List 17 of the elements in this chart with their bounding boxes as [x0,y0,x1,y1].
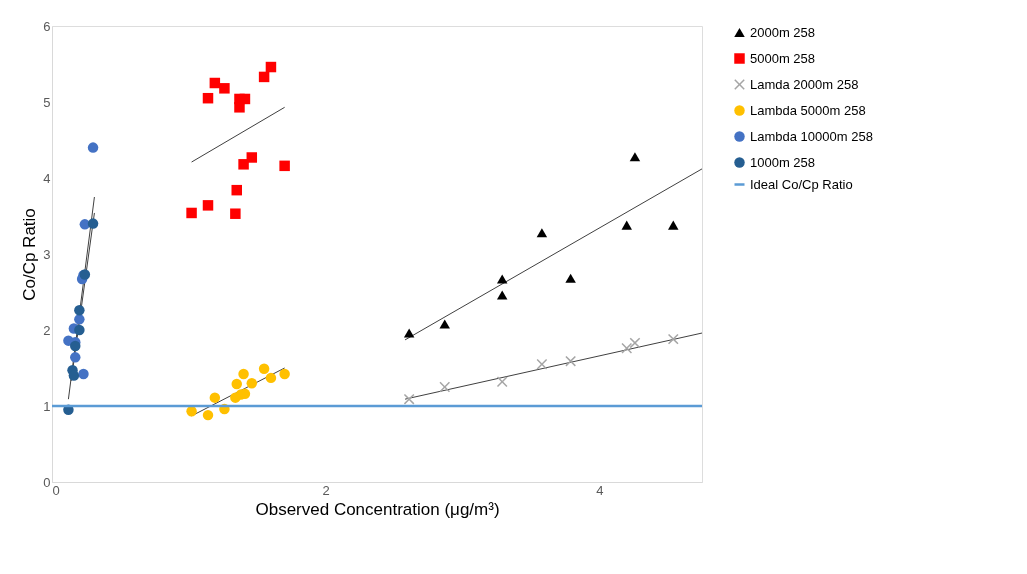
y-tick-label: 3 [43,246,51,262]
legend-label: 2000m 258 [750,24,816,40]
x-tick-label: 2 [322,482,330,498]
legend-label: Ideal Co/Cp Ratio [750,176,853,192]
legend-label: Lambda 10000m 258 [750,128,873,144]
x-axis-title: Observed Concentration (μg/m³) [255,499,500,519]
y-tick-label: 6 [43,18,51,34]
y-tick-label: 1 [43,398,51,414]
y-tick-label: 2 [43,322,51,338]
legend-label: 1000m 258 [750,154,816,170]
legend-label: 5000m 258 [750,50,816,66]
legend-label: Lambda 5000m 258 [750,102,866,118]
y-tick-label: 5 [43,94,51,110]
legend-label: Lamda 2000m 258 [750,76,859,92]
y-axis-title: Co/Cp Ratio [20,208,40,301]
x-tick-label: 4 [596,482,604,498]
y-tick-label: 4 [43,170,51,186]
